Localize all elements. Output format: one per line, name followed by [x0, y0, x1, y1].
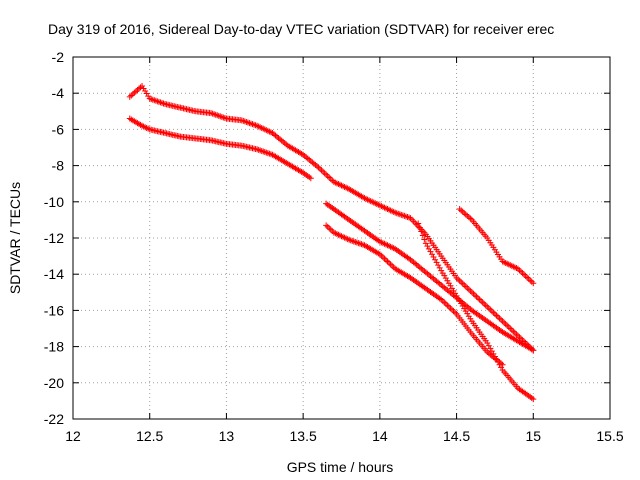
data-point — [418, 228, 425, 235]
series-track-5 — [415, 220, 537, 403]
axis-ticks — [72, 56, 611, 420]
y-tick-label: -2 — [52, 49, 65, 65]
x-tick-label: 14 — [372, 428, 388, 444]
series-track-3 — [323, 200, 537, 354]
data-series — [126, 82, 537, 403]
data-point — [419, 232, 426, 239]
x-tick-label: 13.5 — [290, 428, 317, 444]
x-tick-label: 15 — [525, 428, 541, 444]
data-point — [415, 220, 422, 227]
y-tick-label: -12 — [44, 230, 64, 246]
x-tick-labels: 12 12.5 13 13.5 14 14.5 15 15.5 — [65, 428, 624, 444]
x-tick-label: 13 — [219, 428, 235, 444]
y-tick-label: -16 — [44, 302, 64, 318]
y-axis-label: SDTVAR / TECUs — [7, 182, 23, 294]
y-tick-label: -10 — [44, 194, 64, 210]
x-tick-label: 12 — [65, 428, 81, 444]
data-point — [416, 224, 423, 231]
series-track-4 — [323, 222, 506, 368]
x-tick-label: 14.5 — [443, 428, 470, 444]
y-tick-labels: -22 -20 -18 -16 -14 -12 -10 -8 -6 -4 -2 — [44, 49, 64, 427]
x-tick-label: 12.5 — [136, 428, 163, 444]
data-point — [421, 236, 428, 243]
y-tick-label: -20 — [44, 375, 64, 391]
chart-title: Day 319 of 2016, Sidereal Day-to-day VTE… — [48, 21, 554, 37]
data-point — [530, 396, 537, 403]
y-tick-label: -6 — [52, 121, 65, 137]
x-tick-label: 15.5 — [596, 428, 623, 444]
x-axis-label: GPS time / hours — [287, 459, 394, 475]
y-tick-label: -22 — [44, 411, 64, 427]
data-point — [530, 347, 537, 354]
y-tick-label: -18 — [44, 339, 64, 355]
series-track-1 — [126, 82, 537, 354]
series-track-2 — [126, 115, 314, 182]
y-tick-label: -8 — [52, 158, 65, 174]
data-point — [307, 175, 314, 182]
y-tick-label: -14 — [44, 266, 64, 282]
y-tick-label: -4 — [52, 85, 65, 101]
data-point — [530, 280, 537, 287]
series-track-6 — [456, 206, 537, 287]
